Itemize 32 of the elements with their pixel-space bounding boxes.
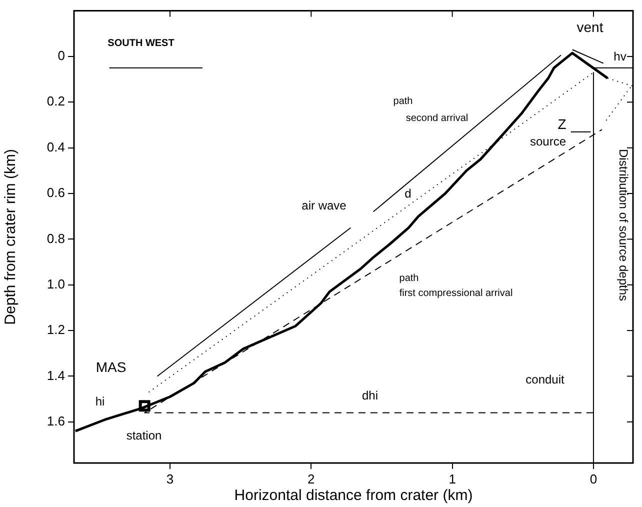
annotation: air wave <box>302 198 347 212</box>
x-tick-label: 3 <box>166 471 174 486</box>
annotation: station <box>126 428 162 442</box>
x-tick-label: 2 <box>308 471 315 486</box>
annotation: Z <box>558 116 567 132</box>
annotation: d <box>404 186 412 200</box>
y-axis-title: Depth from crater rim (km) <box>2 148 20 325</box>
annotation: hi <box>95 394 105 408</box>
annotation: first compressional arrival <box>399 288 513 299</box>
y-tick-label: 0.8 <box>46 230 65 246</box>
y-tick-label: 0.4 <box>46 139 65 154</box>
y-tick-label: 1.2 <box>46 322 65 338</box>
annotation: dhi <box>362 388 378 402</box>
annotation: source <box>530 134 566 148</box>
annotation: Distribution of source depths <box>616 148 631 302</box>
x-tick-label: 0 <box>590 471 598 486</box>
annotation: MAS <box>96 358 126 375</box>
annotation: vent <box>576 18 604 35</box>
y-tick-label: 0 <box>58 48 65 64</box>
annotation: hv <box>614 49 626 64</box>
x-tick-label: 1 <box>448 471 456 486</box>
annotation: path <box>399 272 419 284</box>
y-tick-label: 1.6 <box>46 413 65 428</box>
x-axis-title: Horizontal distance from crater (km) <box>234 487 473 504</box>
y-tick-label: 0.6 <box>46 185 65 200</box>
y-tick-label: 0.2 <box>46 94 65 109</box>
y-tick-label: 1.0 <box>46 276 65 292</box>
annotation: second arrival <box>406 112 468 124</box>
annotation: path <box>393 96 413 107</box>
y-tick-label: 1.4 <box>46 368 65 383</box>
annotation: conduit <box>526 372 566 386</box>
annotation: SOUTH WEST <box>108 38 174 49</box>
